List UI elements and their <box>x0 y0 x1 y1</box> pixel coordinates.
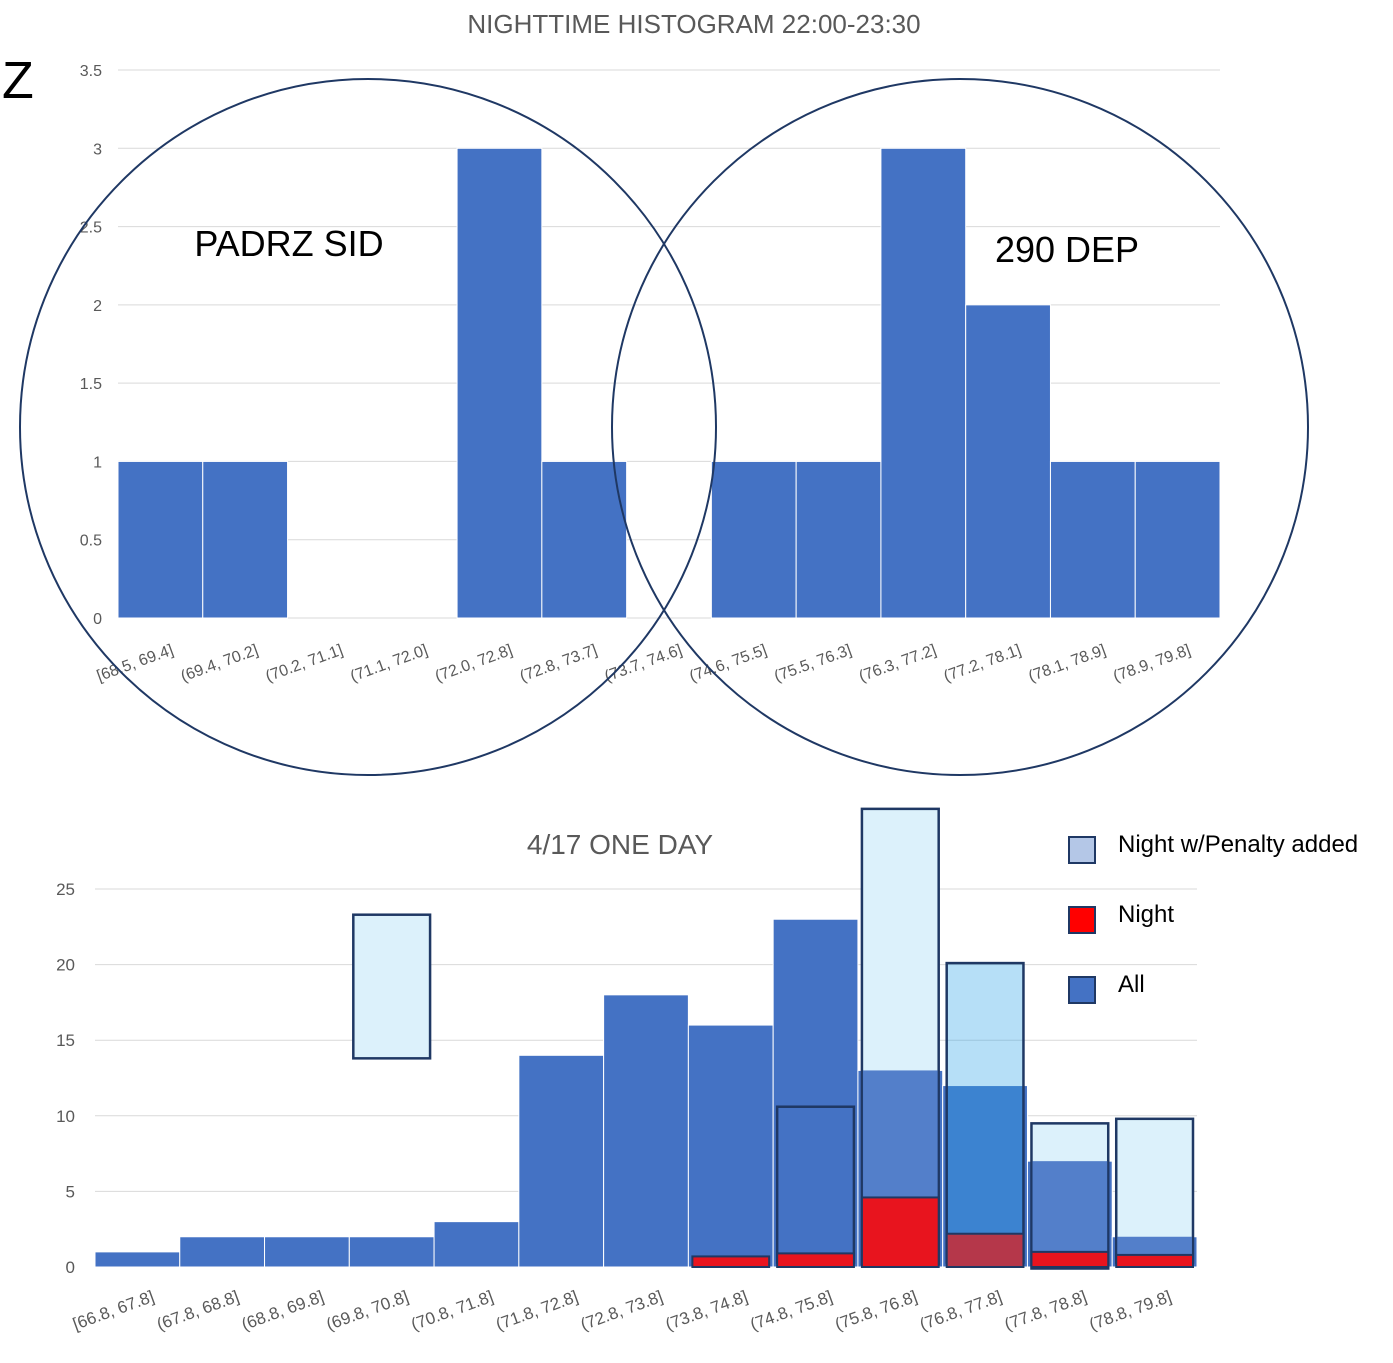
chart1-xtick-label: (77.2, 78.1] <box>942 642 1024 686</box>
chart2-bar-night <box>1115 1253 1194 1269</box>
chart2-xtick-label: (75.8, 76.8] <box>832 1287 919 1334</box>
chart2-bar-all <box>348 1236 435 1268</box>
chart1-xtick-label: (73.7, 74.6] <box>602 642 684 686</box>
legend-label-night-penalty: Night w/Penalty added <box>1118 831 1359 858</box>
chart1-xtick-label: (72.0, 72.8] <box>433 642 515 686</box>
chart2-bar-night <box>860 1196 940 1268</box>
chart2-title: 4/17 ONE DAY <box>527 829 714 860</box>
legend-swatch-all <box>1068 976 1096 1004</box>
chart2-overlay-box <box>945 961 1025 1264</box>
chart1-bar <box>541 460 628 619</box>
chart1-ytick-label: 2 <box>93 298 102 315</box>
chart1-bar <box>710 460 797 619</box>
annotation-label-padrz: PADRZ SID <box>194 223 383 264</box>
chart1-bar <box>456 147 543 619</box>
legend-label-all: All <box>1118 971 1145 998</box>
chart1-bar <box>965 304 1051 619</box>
chart1-title: NIGHTTIME HISTOGRAM 22:00-23:30 <box>467 9 920 39</box>
legend-label-night: Night <box>1118 901 1175 928</box>
chart1-ytick-label: 0.5 <box>80 533 102 550</box>
chart1-ytick-label: 3.5 <box>80 63 102 80</box>
chart1-xtick-label: (78.9, 79.8] <box>1111 642 1193 686</box>
chart2-xtick-label: (68.8, 69.8] <box>239 1287 326 1334</box>
chart2-xtick-label: (70.8, 71.8] <box>409 1287 496 1334</box>
chart1-xtick-label: (71.1, 72.0] <box>348 642 430 686</box>
chart1-xtick-label: [68.5, 69.4] <box>95 642 176 685</box>
chart2-ytick-label: 15 <box>56 1031 75 1050</box>
chart2-xtick-label: (67.8, 68.8] <box>154 1287 241 1334</box>
chart2-xtick-label: (74.8, 75.8] <box>748 1287 835 1334</box>
chart1-bar <box>1134 460 1221 619</box>
chart2-bar-all <box>603 994 689 1268</box>
chart1-xtick-label: (70.2, 71.1] <box>263 642 345 686</box>
chart2-bar-all <box>687 1024 774 1268</box>
chart2-xtick-label: (69.8, 70.8] <box>324 1287 411 1334</box>
chart2-ytick-label: 10 <box>56 1107 75 1126</box>
legend-swatch-night-penalty <box>1068 836 1096 864</box>
chart2-bar-night <box>776 1252 855 1268</box>
chart2-xtick-label: (72.8, 73.8] <box>578 1287 665 1334</box>
chart1-xtick-label: (76.3, 77.2] <box>857 642 939 686</box>
chart1-xtick-label: (69.4, 70.2] <box>179 642 261 686</box>
chart1-xtick-label: (75.5, 76.3] <box>772 642 854 686</box>
chart1-bar <box>1049 460 1136 619</box>
chart2-ytick-label: 20 <box>56 956 75 975</box>
chart1-ytick-label: 0 <box>93 611 102 628</box>
chart2-xtick-label: (76.8, 77.8] <box>917 1287 1004 1334</box>
chart2-ytick-label: 5 <box>66 1182 75 1201</box>
chart2-bar-all <box>518 1054 605 1268</box>
chart2-ytick-label: 25 <box>56 880 75 899</box>
chart1-bar <box>880 147 967 619</box>
chart2-bar-all-overlap <box>1032 1161 1108 1267</box>
corner-mark: Z <box>2 52 34 110</box>
chart1-xtick-label: (74.6, 75.5] <box>687 642 769 686</box>
chart1-bar <box>117 460 204 619</box>
chart2-xtick-label: (73.8, 74.8] <box>663 1287 750 1334</box>
chart1-bar <box>795 460 882 619</box>
chart2-xtick-label: (71.8, 72.8] <box>493 1287 580 1334</box>
chart2-bar-night <box>1030 1250 1110 1269</box>
annotation-label-290-dep: 290 DEP <box>995 229 1139 270</box>
chart2-ytick-label: 0 <box>66 1258 75 1277</box>
chart1-xtick-label: (78.1, 78.9] <box>1026 642 1108 686</box>
chart1-xtick-label: (72.8, 73.7] <box>518 642 600 686</box>
chart2-bar-all <box>179 1236 266 1268</box>
chart1-ytick-label: 1.5 <box>80 376 102 393</box>
chart2-xtick-label: (78.8, 79.8] <box>1087 1287 1174 1334</box>
chart2-xtick-label: (77.8, 78.8] <box>1002 1287 1089 1334</box>
chart1-bar <box>202 460 289 619</box>
chart1-ytick-label: 3 <box>93 141 102 158</box>
legend-swatch-night <box>1068 906 1096 934</box>
chart2-bar-all <box>94 1251 181 1268</box>
annotation-circle-290-dep <box>611 78 1309 776</box>
chart2-bar-all <box>433 1221 520 1268</box>
chart2-bar-night <box>691 1255 771 1269</box>
chart1-ytick-label: 1 <box>93 454 102 471</box>
chart2-overlay-box <box>352 913 432 1060</box>
chart2-bar-all <box>264 1236 350 1268</box>
chart2-bar-night <box>945 1232 1025 1268</box>
chart2-bar-all <box>772 918 859 1268</box>
chart2-xtick-label: [66.8, 67.8] <box>70 1287 156 1334</box>
annotation-circle-padrz <box>19 78 717 776</box>
